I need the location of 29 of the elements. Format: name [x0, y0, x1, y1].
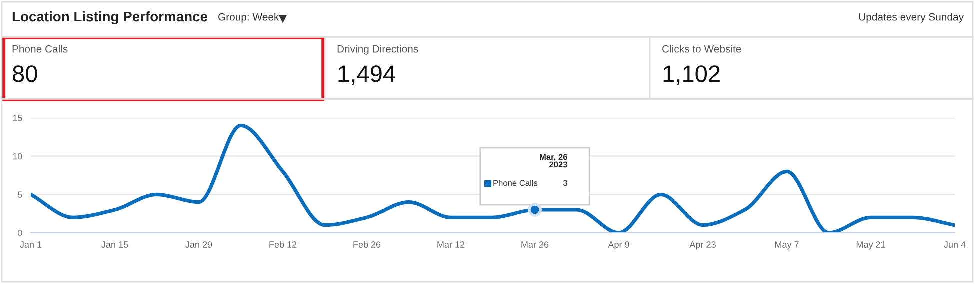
text: 1,494	[338, 66, 396, 86]
x-tick-label: Jan 1	[20, 242, 42, 248]
y-tick-label: 15	[13, 115, 22, 122]
text: 3	[563, 180, 568, 186]
y-tick-label: 10	[13, 153, 22, 160]
x-tick-label: Apr 9	[608, 242, 630, 250]
x-tick-label: Feb 12	[270, 241, 297, 248]
y-tick-label: 0	[18, 230, 22, 236]
text: Clicks to Website	[662, 45, 742, 53]
text: Group: Week	[218, 13, 280, 23]
x-tick-label: Feb 26	[354, 241, 381, 248]
text: Phone Calls	[12, 45, 68, 53]
x-tick-label: Jan 29	[186, 242, 212, 248]
line-series	[31, 124, 955, 233]
x-tick-label: Mar 26	[522, 242, 549, 248]
text: 1,102	[664, 66, 720, 86]
text: 80	[13, 66, 38, 82]
legend-label: Phone Calls	[494, 180, 538, 186]
x-tick-label: Apr 23	[690, 242, 716, 250]
text: Updates every Sunday	[859, 13, 964, 23]
annotation: Mar, 26 2023	[540, 154, 568, 168]
y-tick-label: 5	[18, 192, 22, 198]
x-tick-label: May 21	[856, 242, 886, 250]
x-tick-label: May 7	[775, 242, 799, 250]
text: Location Listing Performance	[12, 11, 208, 25]
x-tick-label: Jun 4	[944, 242, 966, 248]
x-tick-label: Jan 15	[102, 242, 128, 248]
x-tick-label: Mar 12	[438, 242, 465, 248]
text: Driving Directions	[338, 45, 418, 55]
